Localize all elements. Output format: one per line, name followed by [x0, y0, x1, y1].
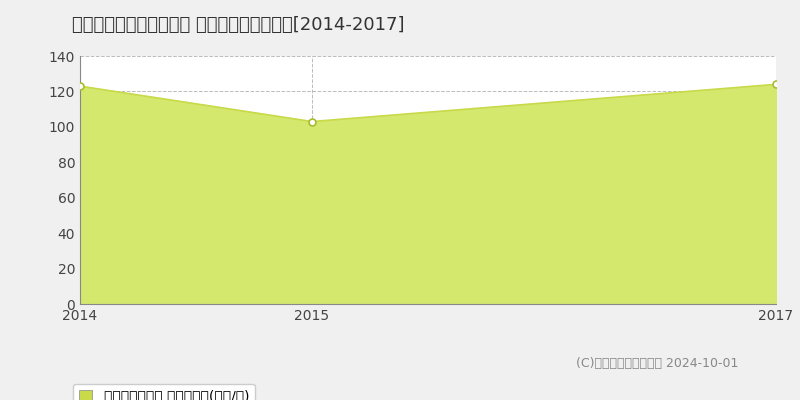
Point: [770, 81, 782, 88]
Legend: マンション価格 平均坪単価(万円/坪): マンション価格 平均坪単価(万円/坪): [73, 384, 254, 400]
Text: 札幌市北区北二十六条西 マンション価格推移[2014-2017]: 札幌市北区北二十六条西 マンション価格推移[2014-2017]: [72, 16, 405, 34]
Point: [306, 118, 318, 125]
Point: [74, 83, 86, 89]
Text: (C)土地価格ドットコム 2024-10-01: (C)土地価格ドットコム 2024-10-01: [576, 357, 738, 370]
